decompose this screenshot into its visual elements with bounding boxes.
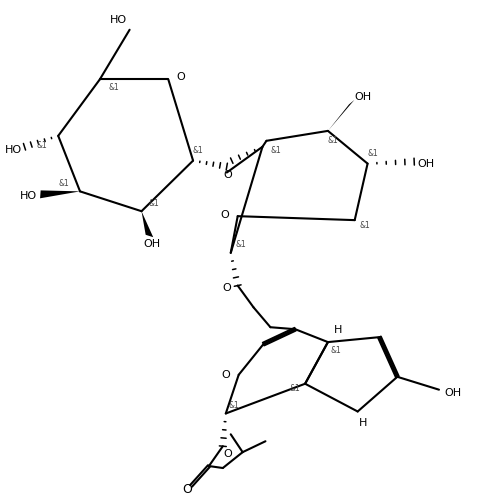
Text: &1: &1 bbox=[359, 221, 370, 230]
Text: &1: &1 bbox=[148, 199, 159, 208]
Text: HO: HO bbox=[109, 15, 127, 25]
Text: OH: OH bbox=[355, 92, 372, 102]
Polygon shape bbox=[328, 100, 354, 131]
Text: &1: &1 bbox=[59, 179, 69, 188]
Text: O: O bbox=[224, 169, 232, 179]
Text: O: O bbox=[176, 73, 185, 83]
Text: &1: &1 bbox=[290, 384, 300, 393]
Text: O: O bbox=[220, 210, 229, 220]
Text: OH: OH bbox=[144, 239, 161, 249]
Text: &1: &1 bbox=[37, 141, 48, 150]
Text: &1: &1 bbox=[192, 146, 204, 155]
Polygon shape bbox=[141, 211, 153, 237]
Text: HO: HO bbox=[4, 145, 21, 155]
Text: H: H bbox=[334, 325, 342, 335]
Text: OH: OH bbox=[444, 388, 461, 398]
Text: OH: OH bbox=[417, 159, 434, 168]
Text: &1: &1 bbox=[108, 83, 119, 92]
Text: &1: &1 bbox=[328, 136, 338, 145]
Text: O: O bbox=[182, 484, 192, 497]
Text: &1: &1 bbox=[235, 241, 246, 249]
Text: O: O bbox=[224, 449, 232, 459]
Text: &1: &1 bbox=[271, 146, 282, 155]
Text: O: O bbox=[221, 370, 230, 380]
Text: H: H bbox=[359, 418, 367, 428]
Text: O: O bbox=[222, 283, 231, 293]
Text: &1: &1 bbox=[367, 149, 378, 158]
Text: &1: &1 bbox=[228, 401, 239, 410]
Text: HO: HO bbox=[20, 191, 37, 201]
Polygon shape bbox=[40, 190, 80, 198]
Text: &1: &1 bbox=[330, 345, 341, 354]
